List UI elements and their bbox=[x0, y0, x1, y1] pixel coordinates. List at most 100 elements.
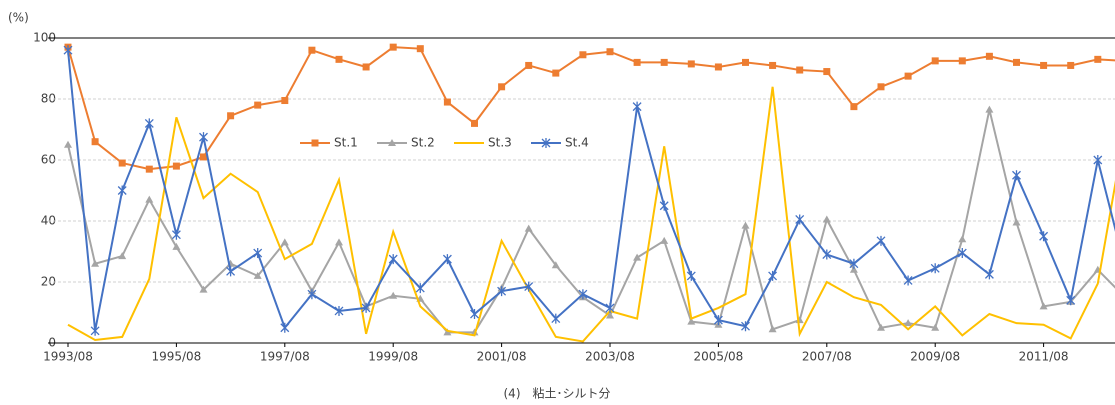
data-point bbox=[877, 83, 885, 91]
data-point bbox=[876, 235, 886, 246]
data-point bbox=[361, 302, 371, 313]
data-point bbox=[253, 248, 263, 259]
data-point bbox=[632, 101, 642, 112]
data-point bbox=[795, 214, 805, 225]
data-point bbox=[742, 58, 749, 66]
data-point bbox=[91, 259, 100, 267]
legend-label: St.4 bbox=[565, 136, 589, 150]
x-tick-label: 1999/08 bbox=[368, 350, 418, 364]
x-tick-label: 2001/08 bbox=[477, 350, 527, 364]
data-point bbox=[741, 221, 750, 229]
data-point bbox=[415, 283, 425, 294]
data-point bbox=[1067, 61, 1075, 69]
data-point bbox=[985, 105, 994, 113]
data-point bbox=[578, 289, 588, 300]
data-point bbox=[1066, 295, 1076, 306]
series-line bbox=[67, 50, 1115, 331]
data-point bbox=[1040, 61, 1048, 69]
x-tick-label: 1995/08 bbox=[151, 350, 201, 364]
data-point bbox=[226, 266, 236, 277]
data-point bbox=[171, 229, 181, 240]
data-point bbox=[253, 271, 262, 279]
data-point bbox=[144, 118, 154, 129]
data-point bbox=[930, 263, 940, 274]
data-point bbox=[822, 215, 831, 223]
data-point bbox=[660, 58, 668, 66]
data-point bbox=[389, 291, 398, 299]
x-tick-label: 2005/08 bbox=[693, 350, 743, 364]
x-tick-label: 2003/08 bbox=[585, 350, 635, 364]
data-point bbox=[606, 48, 614, 56]
data-point bbox=[904, 319, 913, 327]
x-tick-label: 2007/08 bbox=[802, 350, 852, 364]
data-point bbox=[1094, 55, 1102, 63]
data-point bbox=[551, 261, 560, 269]
y-axis-label: (%) bbox=[8, 11, 29, 25]
legend-label: St.2 bbox=[411, 136, 435, 150]
data-point bbox=[199, 132, 208, 143]
x-tick-label: 2009/08 bbox=[910, 350, 960, 364]
data-point bbox=[660, 236, 669, 244]
data-point bbox=[551, 313, 561, 324]
data-point bbox=[307, 289, 317, 300]
data-point bbox=[281, 97, 289, 105]
data-point bbox=[713, 315, 723, 326]
data-point bbox=[850, 103, 858, 111]
data-point bbox=[497, 286, 507, 297]
data-point bbox=[579, 51, 587, 59]
caption: (4) 粘土･シルト分 bbox=[504, 386, 611, 401]
data-point bbox=[768, 270, 778, 281]
data-point bbox=[1012, 170, 1021, 181]
data-point bbox=[442, 254, 452, 265]
data-point bbox=[498, 83, 506, 91]
data-point bbox=[984, 269, 994, 280]
data-point bbox=[280, 238, 289, 246]
data-point bbox=[985, 52, 993, 60]
data-point bbox=[741, 321, 750, 332]
data-point bbox=[606, 311, 614, 319]
data-point bbox=[335, 55, 343, 63]
series-line bbox=[67, 46, 1115, 171]
series-line bbox=[67, 109, 1115, 334]
data-point bbox=[1013, 58, 1020, 66]
data-point bbox=[443, 328, 452, 336]
data-point bbox=[145, 195, 154, 203]
data-point bbox=[877, 323, 885, 331]
legend-marker bbox=[388, 139, 396, 146]
data-point bbox=[524, 281, 534, 292]
data-point bbox=[687, 317, 696, 325]
x-tick-label: 1997/08 bbox=[260, 350, 310, 364]
data-point bbox=[524, 224, 533, 232]
data-point bbox=[416, 45, 424, 53]
data-point bbox=[904, 72, 912, 80]
data-point bbox=[91, 138, 99, 146]
y-tick-label: 100 bbox=[33, 31, 56, 45]
data-point bbox=[1039, 302, 1048, 310]
data-point bbox=[796, 66, 804, 74]
data-point bbox=[849, 265, 858, 273]
data-point bbox=[957, 248, 967, 259]
legend-marker bbox=[311, 139, 319, 147]
data-point bbox=[63, 45, 73, 56]
data-point bbox=[470, 309, 479, 320]
data-point bbox=[334, 305, 344, 316]
data-point bbox=[525, 61, 533, 69]
data-point bbox=[308, 46, 316, 54]
legend-marker bbox=[541, 138, 551, 148]
data-point bbox=[958, 235, 967, 243]
data-point bbox=[388, 254, 398, 265]
data-point bbox=[1039, 231, 1049, 242]
data-point bbox=[443, 98, 451, 106]
data-point bbox=[823, 68, 831, 76]
data-point bbox=[552, 69, 560, 77]
data-point bbox=[118, 159, 126, 167]
data-point bbox=[931, 57, 939, 65]
data-point bbox=[1012, 218, 1021, 226]
data-point bbox=[687, 60, 695, 68]
data-point bbox=[280, 322, 290, 333]
data-point bbox=[254, 101, 262, 109]
data-point bbox=[822, 249, 832, 260]
data-point bbox=[90, 325, 100, 336]
data-point bbox=[118, 252, 127, 260]
data-point bbox=[849, 258, 859, 269]
